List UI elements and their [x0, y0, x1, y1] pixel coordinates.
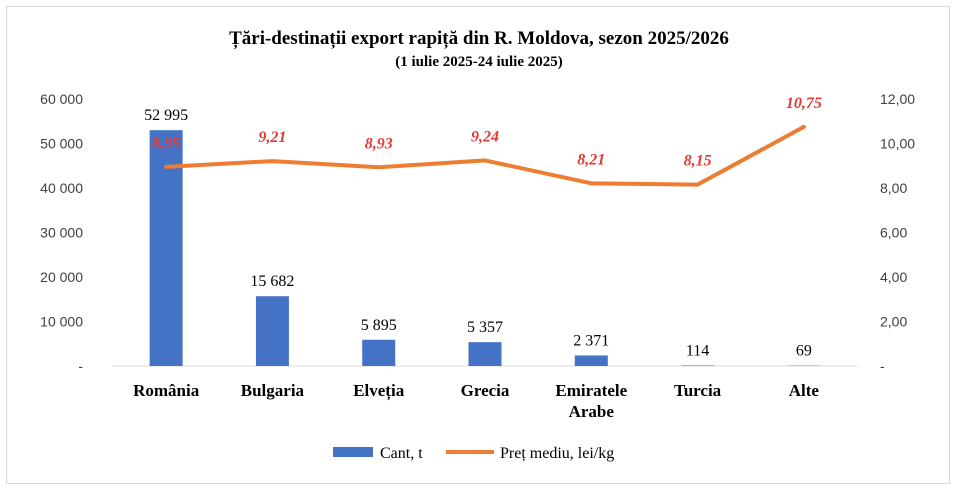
line-point	[164, 165, 168, 169]
bar-data-label: 69	[796, 343, 812, 360]
bar-series	[149, 130, 821, 366]
bar-data-label: 52 995	[144, 107, 188, 124]
left-axis-tick-label: 30 000	[40, 225, 83, 241]
bar	[149, 130, 183, 366]
line-point	[589, 181, 593, 185]
bar	[574, 355, 608, 366]
right-axis-tick-label: 10,00	[880, 136, 915, 152]
right-axis-tick-label: 12,00	[880, 91, 915, 107]
left-axis-tick-label: 40 000	[40, 180, 83, 196]
left-axis-tick-label: 50 000	[40, 136, 83, 152]
right-axis-tick-label: 6,00	[880, 225, 907, 241]
line-point	[270, 159, 274, 163]
category-label: Alte	[789, 381, 820, 400]
category-label: Emiratele Arabe	[555, 381, 627, 421]
category-label: Elveția	[353, 381, 404, 401]
line-series	[164, 124, 806, 187]
right-axis-tick-label: 4,00	[880, 269, 907, 285]
right-axis-tick-label: 2,00	[880, 314, 907, 330]
chart-title: Țări-destinații export rapiță din R. Mol…	[229, 28, 729, 49]
legend: Cant, t Preț mediu, lei/kg	[333, 445, 614, 462]
chart-subtitle: (1 iulie 2025-24 iulie 2025)	[395, 54, 563, 70]
left-axis-tick-label: 10 000	[40, 314, 83, 330]
category-label: Turcia	[674, 381, 722, 400]
left-axis-tick-label: 60 000	[40, 91, 83, 107]
left-axis-tick-label: 20 000	[40, 269, 83, 285]
line-data-label: 8,95	[152, 135, 180, 152]
line-point	[483, 158, 487, 162]
category-label: România	[133, 381, 200, 400]
legend-label-pret: Preț mediu, lei/kg	[500, 445, 614, 462]
category-label: Bulgaria	[241, 381, 305, 400]
bar	[255, 296, 289, 366]
left-axis: - 10 000 20 000 30 000 40 000 50 000 60 000	[40, 91, 83, 374]
bar-data-label: 5 895	[361, 317, 397, 334]
line-point	[696, 183, 700, 187]
right-axis-tick-label: -	[880, 358, 885, 374]
bar	[681, 365, 715, 366]
line-data-label: 9,24	[471, 128, 499, 145]
line-data-label: 9,21	[258, 129, 286, 146]
left-axis-tick-label: -	[78, 358, 83, 374]
bar	[362, 339, 396, 366]
legend-swatch-cant	[333, 447, 373, 457]
bar	[468, 342, 502, 366]
bar-data-label: 114	[686, 342, 709, 359]
line-data-label: 8,21	[577, 151, 605, 168]
category-labels: România Bulgaria Elveția Grecia Emiratele Ara…	[133, 381, 819, 421]
right-axis-tick-label: 8,00	[880, 180, 907, 196]
line-data-label: 8,15	[684, 153, 712, 170]
category-label: Grecia	[461, 381, 510, 400]
bar-data-label: 15 682	[250, 273, 294, 290]
line-data-labels: 8,95 9,21 8,93 9,24 8,21 8,15 10,75	[152, 95, 822, 170]
legend-label-cant: Cant, t	[380, 445, 423, 462]
bar-data-labels: 52 995 15 682 5 895 5 357 2 371 114 69	[144, 107, 812, 360]
right-axis: - 2,00 4,00 6,00 8,00 10,00 12,00	[880, 91, 915, 374]
line-data-label: 8,93	[365, 135, 393, 152]
bar-data-label: 2 371	[573, 332, 609, 349]
line-point	[377, 165, 381, 169]
bar-data-label: 5 357	[467, 319, 503, 336]
line-data-label: 10,75	[786, 95, 822, 112]
line-point	[802, 125, 806, 129]
